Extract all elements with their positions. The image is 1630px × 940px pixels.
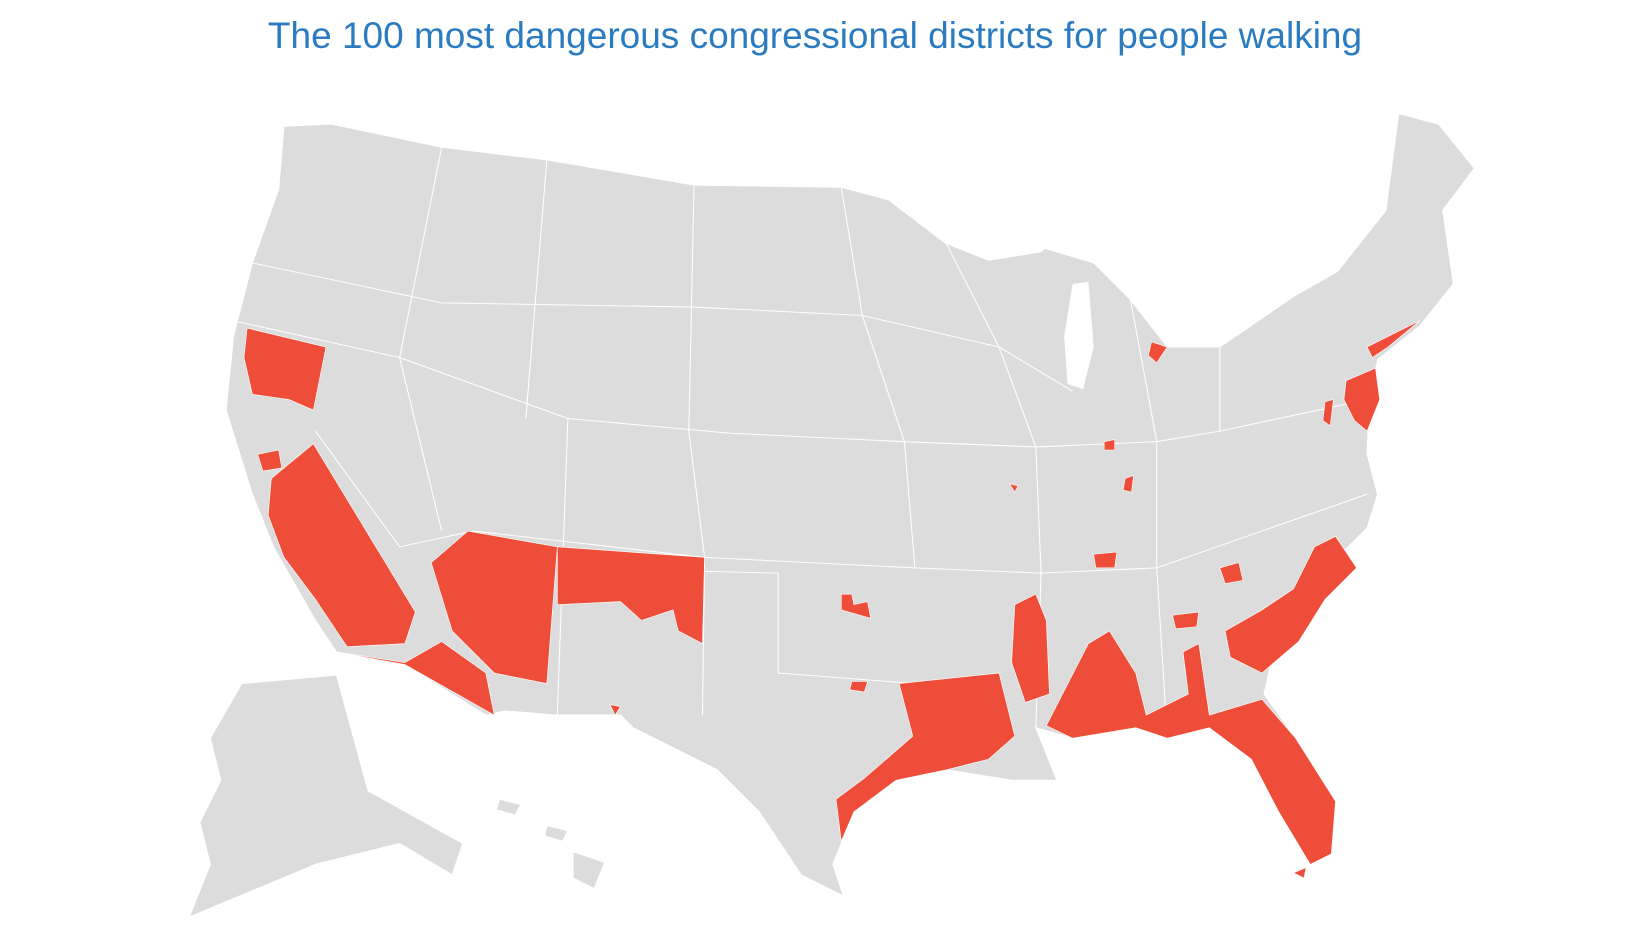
district-region: [336, 641, 495, 716]
district-region: [257, 449, 283, 472]
district-region: [840, 593, 872, 619]
hawaii: [495, 798, 606, 890]
district-region: [430, 530, 558, 684]
district-region: [1322, 320, 1420, 432]
map: [188, 112, 1476, 918]
lake-michigan: [1064, 281, 1094, 390]
state-borders: [233, 147, 1368, 739]
district-region: [1224, 535, 1357, 674]
alaska: [188, 674, 464, 918]
district-region: [1045, 630, 1336, 865]
lake-superior: [946, 225, 1063, 261]
district-region: [609, 681, 1307, 879]
district-region: [835, 672, 1016, 843]
highlighted-districts: [243, 320, 1420, 879]
district-region: [1011, 593, 1050, 703]
district-region: [557, 546, 705, 645]
district-region: [267, 443, 416, 648]
map-title: The 100 most dangerous congressional dis…: [268, 15, 1362, 56]
district-region: [243, 327, 327, 411]
district-region: [1008, 341, 1168, 493]
district-region: [1093, 551, 1244, 630]
